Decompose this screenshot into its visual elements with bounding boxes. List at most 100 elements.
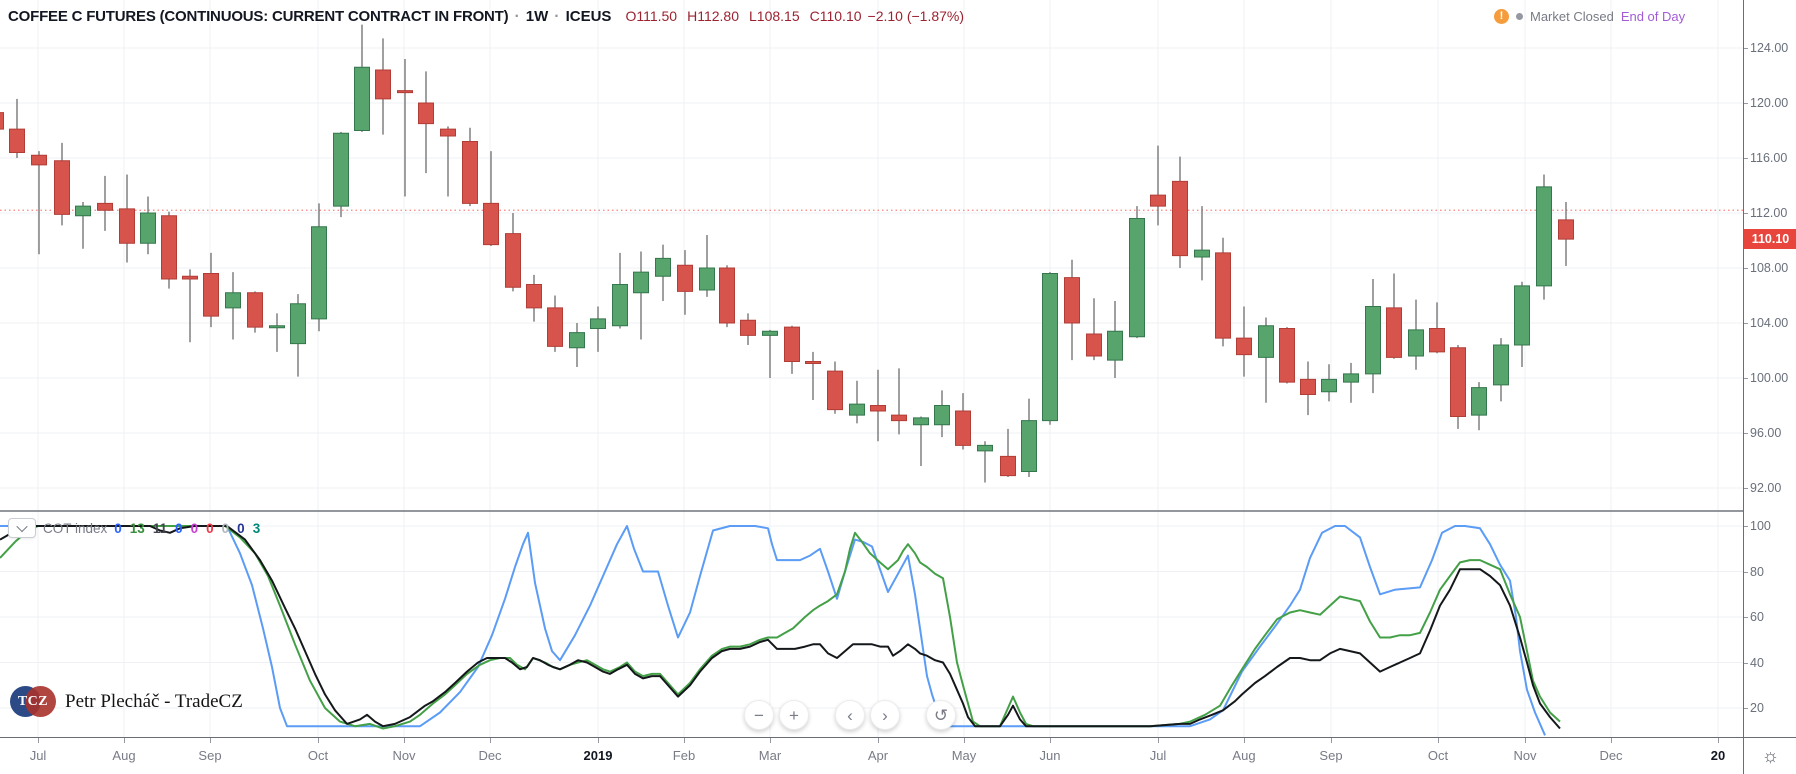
cot-tick (1744, 708, 1748, 709)
candle (719, 267, 735, 324)
candle (182, 275, 198, 280)
candle (677, 264, 693, 292)
cot-tick (1744, 617, 1748, 618)
candle (784, 326, 800, 362)
candle (1194, 249, 1210, 258)
time-tick (1438, 738, 1439, 743)
candle (740, 319, 756, 336)
month-label: 2019 (583, 748, 613, 763)
candle (9, 128, 25, 153)
chevron-down-icon (16, 520, 28, 533)
cot-line-black (0, 525, 1561, 730)
zoom-out-button[interactable]: − (744, 700, 774, 730)
candle (1086, 333, 1102, 357)
price-axis-label: 124.00 (1750, 41, 1789, 55)
candle (1321, 378, 1337, 393)
data-mode-link[interactable]: End of Day (1620, 9, 1686, 24)
candle (955, 410, 971, 446)
cot-value: 0 (221, 520, 230, 536)
time-tick (878, 738, 879, 743)
reset-chart-button[interactable]: ↺ (926, 700, 956, 730)
candle (977, 444, 993, 452)
month-label: Oct (1427, 748, 1449, 763)
price-tick (1744, 378, 1748, 379)
cot-tick (1744, 662, 1748, 664)
candle (97, 202, 113, 211)
cot-value: 0 (237, 520, 245, 536)
candle (1150, 194, 1166, 207)
month-label: Sep (198, 748, 222, 763)
cot-value: 0 (190, 520, 199, 536)
symbol-header: COFFEE C FUTURES (CONTINUOUS: CURRENT CO… (8, 8, 964, 26)
candle (203, 273, 219, 317)
month-label: Apr (867, 748, 889, 763)
cot-tick (1744, 571, 1748, 573)
month-label: Mar (758, 748, 782, 763)
candle (1000, 455, 1016, 477)
watermark: TCZ Petr Plecháč - TradeCZ (10, 686, 243, 717)
symbol-title[interactable]: COFFEE C FUTURES (CONTINUOUS: CURRENT CO… (8, 8, 509, 25)
candle (633, 271, 649, 294)
month-label: Oct (307, 748, 329, 763)
candle (526, 284, 542, 309)
chart-canvas[interactable] (0, 0, 1743, 737)
price-axis-label: 120.00 (1750, 96, 1789, 110)
candle (612, 284, 628, 327)
candle (805, 361, 821, 364)
price-tick (1744, 323, 1748, 324)
axis-corner: ☼ (1743, 737, 1796, 774)
zoom-in-button[interactable]: + (779, 700, 809, 730)
time-tick (964, 738, 965, 743)
market-status-group: ! Market Closed End of Day (1494, 9, 1685, 24)
candle (1450, 347, 1466, 417)
candle (462, 141, 478, 204)
candle (440, 128, 456, 137)
cot-value: 13 (129, 520, 145, 536)
ohlc-o: O111.50 (625, 8, 678, 24)
time-tick (404, 738, 405, 743)
timeframe-label[interactable]: 1W (525, 8, 549, 25)
time-axis[interactable]: Jul Aug Sep Oct Nov Dec 2019 Feb Mar Apr May Jun Jul… (0, 737, 1743, 774)
price-tick (1744, 103, 1748, 104)
month-label: Nov (1513, 748, 1537, 763)
candle (547, 307, 563, 347)
time-tick (124, 738, 125, 743)
candle (1172, 180, 1188, 257)
time-tick (1611, 738, 1612, 743)
collapse-pane-button[interactable] (8, 518, 36, 538)
market-status-label: Market Closed (1530, 9, 1614, 24)
price-axis-label: 116.00 (1750, 151, 1788, 165)
candle (1042, 273, 1058, 422)
month-label: Aug (112, 748, 136, 763)
sun-settings-icon[interactable]: ☼ (1761, 746, 1780, 767)
month-label: Jun (1039, 748, 1061, 763)
candle (870, 405, 886, 412)
candle (762, 330, 778, 336)
cot-line-green (0, 525, 1561, 730)
time-tick (210, 738, 211, 743)
time-tick (1050, 738, 1051, 743)
month-label: Jul (1149, 748, 1167, 763)
cot-indicator-legend: COT index 0 13 11 0 0 0 0 0 3 (8, 518, 260, 538)
time-tick (490, 738, 491, 743)
price-tick (1744, 433, 1748, 434)
candle (311, 226, 327, 320)
month-label: Feb (672, 748, 696, 763)
candle (1215, 252, 1231, 339)
candle (397, 90, 413, 94)
time-tick (1244, 738, 1245, 743)
candle (590, 318, 606, 329)
candle (699, 267, 715, 291)
warning-icon[interactable]: ! (1494, 9, 1509, 24)
scroll-left-button[interactable]: ‹ (835, 700, 865, 730)
last-price-tag: 110.10 (1744, 229, 1796, 249)
price-axis[interactable]: 110.10 124.00 120.00 116.00 112.00 108.00 104… (1743, 0, 1796, 737)
month-label: 20 (1710, 748, 1726, 763)
time-tick (1525, 738, 1526, 743)
scroll-right-button[interactable]: › (870, 700, 900, 730)
indicator-name[interactable]: COT index (43, 520, 108, 536)
price-tick (1744, 158, 1748, 159)
candle (418, 102, 434, 125)
candle (1129, 218, 1145, 338)
